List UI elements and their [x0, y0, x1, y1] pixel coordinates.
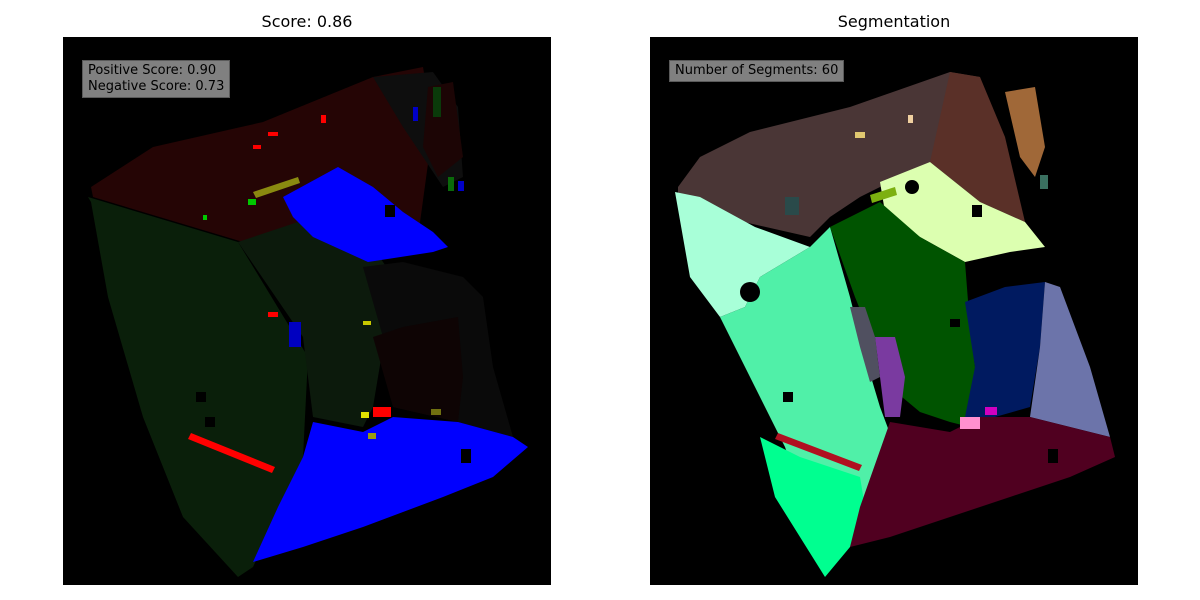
seg-hole-3: [783, 392, 793, 402]
negative-score-text: Negative Score: 0.73: [88, 79, 225, 94]
mark-red-line: [188, 433, 275, 473]
seg-hole-5: [740, 282, 760, 302]
hole-2: [461, 449, 471, 463]
mark-red-1: [253, 145, 261, 149]
mark-green-4: [448, 177, 454, 191]
region-dark-red-lower: [373, 317, 463, 422]
segment-pale-yellow: [880, 162, 1045, 262]
segmentation-panel-title: Segmentation: [837, 12, 951, 31]
score-legend: Positive Score: 0.90 Negative Score: 0.7…: [82, 60, 231, 98]
segment-brown-top: [678, 72, 980, 237]
segmentation-map: [650, 37, 1138, 585]
hole-3: [196, 392, 206, 402]
segment-tan: [1005, 87, 1045, 177]
segment-olive-band: [870, 187, 897, 203]
mark-olive-band: [253, 177, 300, 198]
segment-pink: [960, 417, 980, 429]
mark-red-5: [321, 115, 326, 123]
mark-blue-3: [458, 181, 464, 191]
mark-blue-2: [289, 322, 301, 347]
mark-green-2: [203, 215, 207, 220]
mark-red-2: [268, 132, 278, 136]
positive-score-text: Positive Score: 0.90: [88, 63, 217, 78]
mark-olive-3: [431, 409, 441, 415]
seg-hole-1: [972, 205, 982, 217]
mark-green-3: [433, 87, 441, 117]
segment-cream-bit: [908, 115, 913, 123]
segment-green-bottom: [760, 437, 865, 577]
hole-1: [385, 205, 395, 217]
mark-yellow-2: [363, 321, 371, 325]
mark-yellow-1: [361, 412, 369, 418]
score-map: [63, 37, 551, 585]
mark-olive-2: [368, 433, 376, 439]
segment-navy: [965, 282, 1045, 417]
mark-blue-1: [413, 107, 418, 121]
region-blue-lower: [253, 417, 528, 562]
segment-yellow-bit: [855, 132, 865, 138]
hole-4: [205, 417, 215, 427]
segment-mint-light: [675, 192, 810, 317]
segment-teal-2: [1040, 175, 1048, 189]
segment-dark-green: [830, 202, 975, 427]
segment-red-line: [775, 433, 862, 471]
seg-hole-6: [905, 180, 919, 194]
segment-purple: [875, 337, 905, 417]
seg-hole-4: [950, 319, 960, 327]
segment-magenta: [985, 407, 997, 415]
score-panel-title: Score: 0.86: [261, 12, 353, 31]
mark-red-4: [373, 407, 391, 417]
segment-dark-brown: [930, 72, 1025, 222]
segments-count-text: Number of Segments: 60: [675, 63, 839, 78]
mark-green-1: [248, 199, 256, 205]
region-dark-green-center: [238, 217, 393, 427]
segments-legend: Number of Segments: 60: [669, 60, 845, 82]
segment-teal-1: [785, 197, 799, 215]
mark-red-3: [268, 312, 278, 317]
segment-slate: [1030, 282, 1110, 437]
seg-hole-2: [1048, 449, 1058, 463]
region-blue-upper: [283, 167, 448, 262]
region-dark-green-left: [88, 197, 308, 577]
segment-grey: [850, 307, 880, 382]
